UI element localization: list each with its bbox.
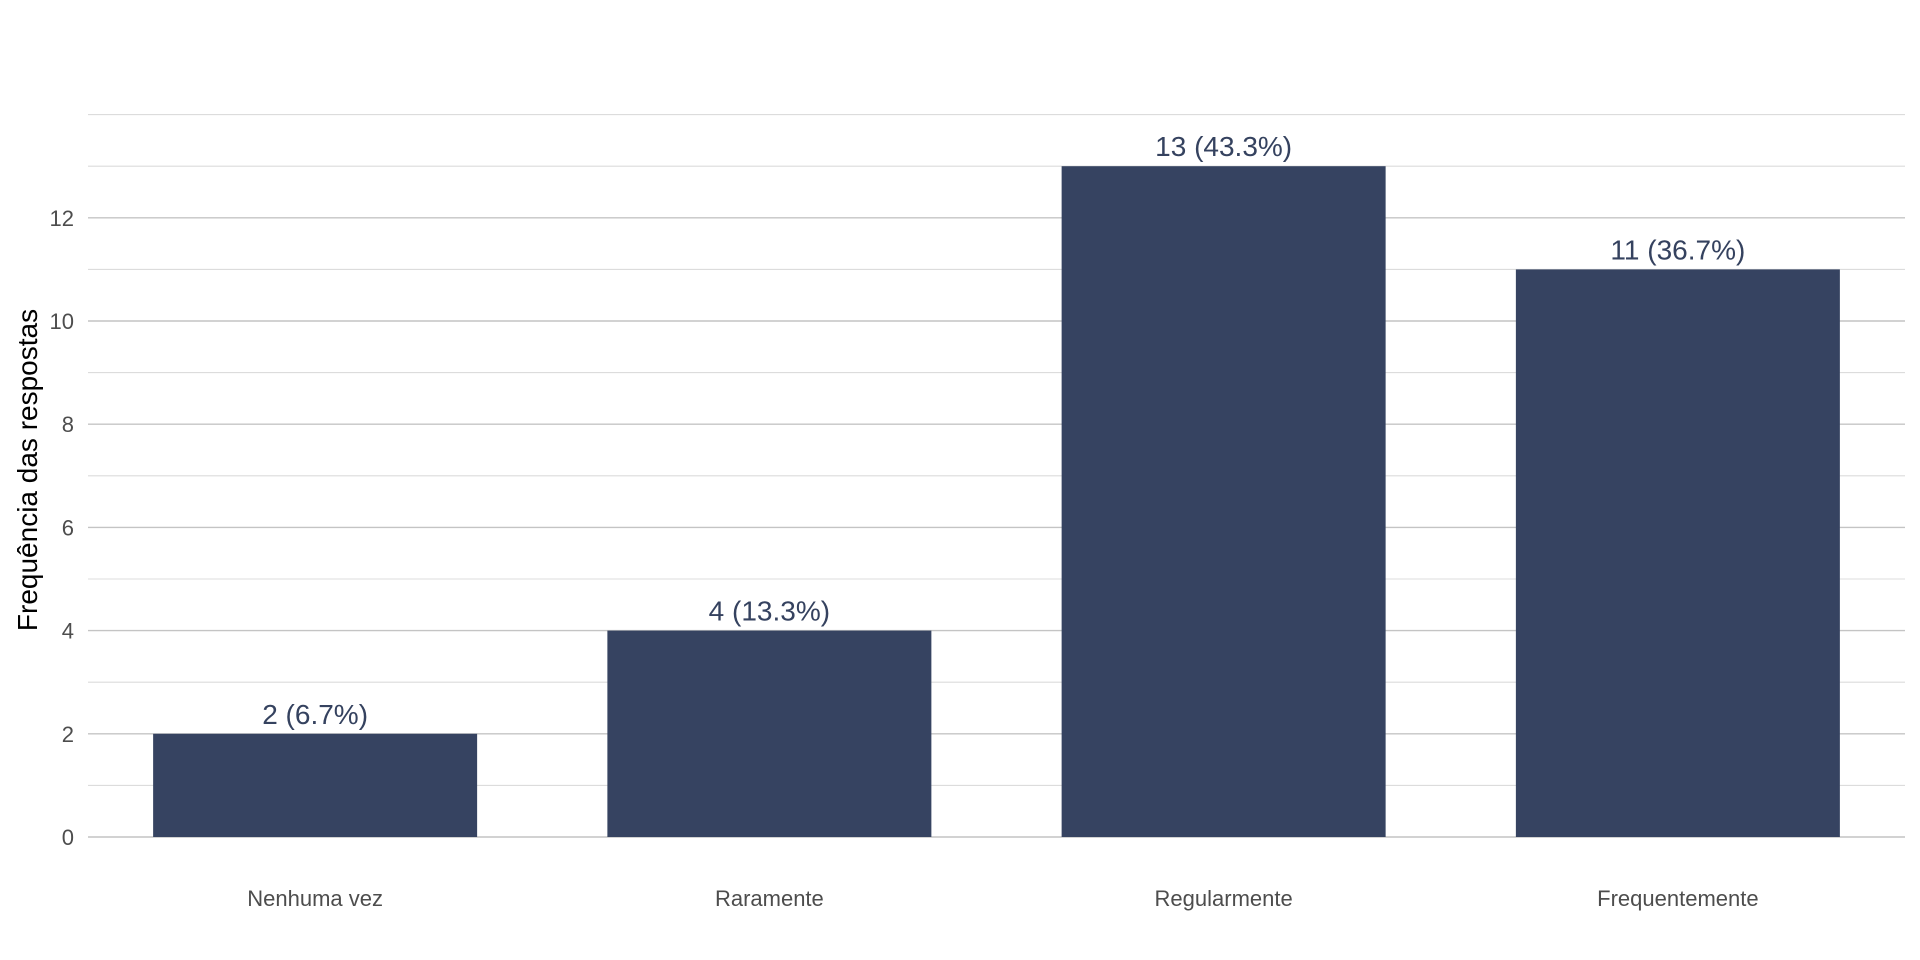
y-tick-label: 8: [62, 412, 74, 437]
y-axis-ticks: 0 2 4 6 8 10 12: [50, 206, 74, 850]
y-tick-label: 10: [50, 309, 74, 334]
y-tick-label: 12: [50, 206, 74, 231]
x-tick-label: Regularmente: [1155, 886, 1293, 911]
x-tick-label: Raramente: [715, 886, 824, 911]
x-tick-label: Nenhuma vez: [247, 886, 383, 911]
x-axis-ticks: Nenhuma vez Raramente Regularmente Frequent…: [247, 886, 1758, 911]
y-axis-title: Frequência das respostas: [12, 309, 43, 631]
data-label: 4 (13.3%): [709, 596, 830, 627]
bar-frequentemente: [1515, 269, 1840, 837]
data-label: 2 (6.7%): [262, 699, 368, 730]
y-tick-label: 2: [62, 722, 74, 747]
bar-nenhuma-vez: [153, 733, 478, 837]
data-labels: 2 (6.7%) 4 (13.3%) 13 (43.3%) 11 (36.7%): [262, 131, 1745, 730]
data-label: 13 (43.3%): [1155, 131, 1292, 162]
bar-regularmente: [1061, 166, 1386, 837]
y-tick-label: 6: [62, 515, 74, 540]
bars: [153, 166, 1840, 837]
bar-raramente: [607, 630, 932, 837]
x-tick-label: Frequentemente: [1597, 886, 1758, 911]
y-tick-label: 4: [62, 619, 74, 644]
y-tick-label: 0: [62, 825, 74, 850]
data-label: 11 (36.7%): [1610, 234, 1745, 265]
